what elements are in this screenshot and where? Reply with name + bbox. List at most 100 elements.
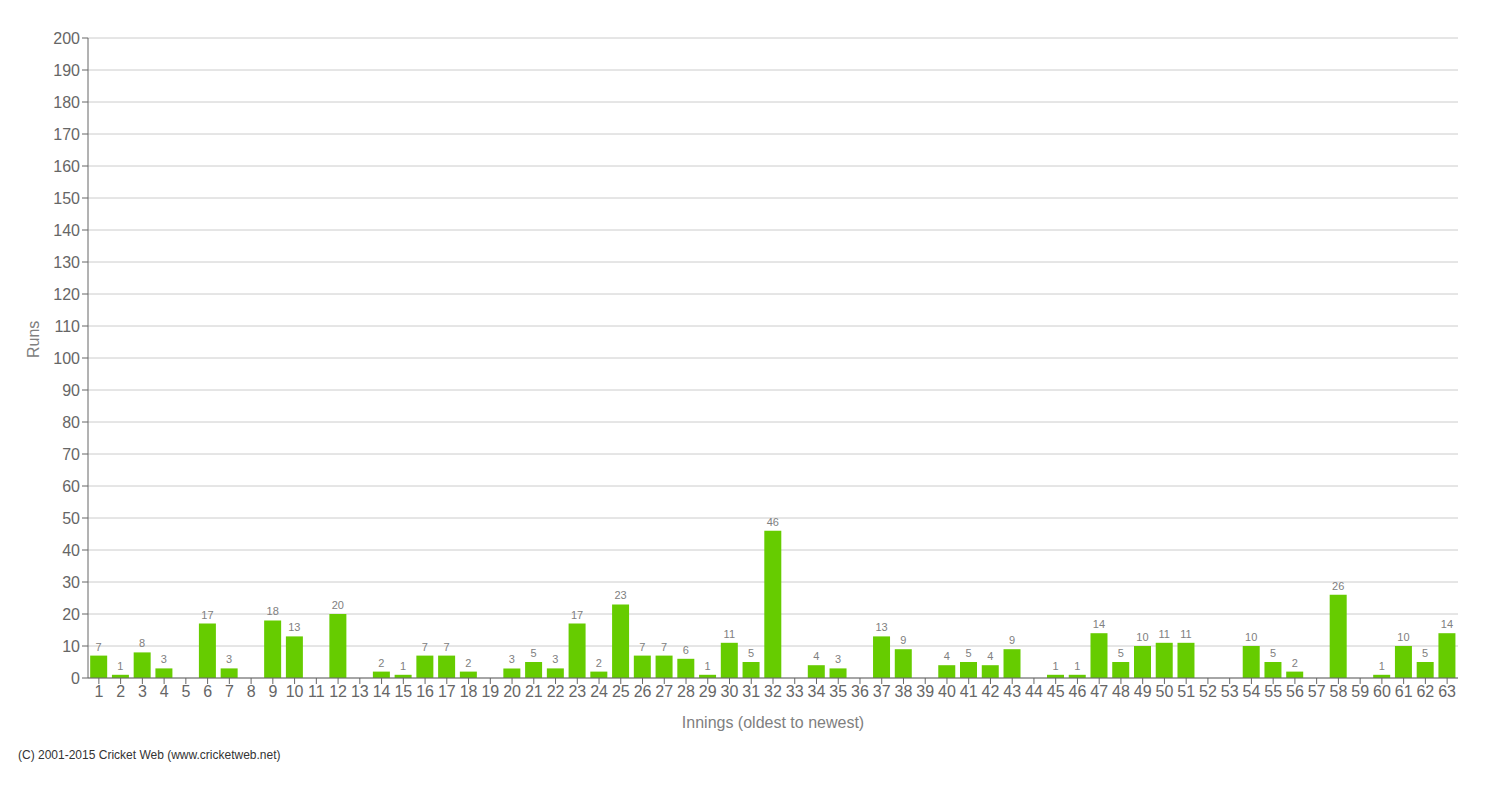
svg-text:13: 13 — [351, 683, 369, 700]
svg-text:16: 16 — [416, 683, 434, 700]
svg-text:17: 17 — [438, 683, 456, 700]
svg-text:47: 47 — [1090, 683, 1108, 700]
svg-text:20: 20 — [332, 599, 344, 611]
svg-text:28: 28 — [677, 683, 695, 700]
svg-text:90: 90 — [62, 382, 80, 399]
svg-text:7: 7 — [422, 641, 428, 653]
svg-text:22: 22 — [547, 683, 565, 700]
svg-text:4: 4 — [944, 650, 950, 662]
svg-text:11: 11 — [1159, 628, 1170, 640]
svg-text:14: 14 — [1093, 618, 1105, 630]
svg-text:1: 1 — [705, 660, 711, 672]
svg-text:2: 2 — [465, 657, 471, 669]
svg-text:13: 13 — [875, 621, 887, 633]
svg-text:10: 10 — [1397, 631, 1409, 643]
svg-text:10: 10 — [1245, 631, 1257, 643]
svg-text:Innings (oldest to newest): Innings (oldest to newest) — [682, 714, 864, 731]
svg-text:7: 7 — [96, 641, 102, 653]
svg-text:17: 17 — [571, 609, 583, 621]
svg-text:43: 43 — [1003, 683, 1021, 700]
svg-text:15: 15 — [394, 683, 412, 700]
svg-text:10: 10 — [62, 638, 80, 655]
svg-text:170: 170 — [53, 126, 80, 143]
svg-text:9: 9 — [268, 683, 277, 700]
svg-text:54: 54 — [1243, 683, 1261, 700]
svg-text:180: 180 — [53, 94, 80, 111]
svg-text:37: 37 — [873, 683, 891, 700]
svg-text:110: 110 — [54, 318, 80, 335]
svg-text:5: 5 — [1422, 647, 1428, 659]
svg-text:26: 26 — [634, 683, 652, 700]
svg-text:9: 9 — [900, 634, 906, 646]
svg-text:1: 1 — [1052, 660, 1058, 672]
svg-text:2: 2 — [116, 683, 125, 700]
svg-text:17: 17 — [201, 609, 213, 621]
svg-text:8: 8 — [247, 683, 256, 700]
svg-text:18: 18 — [267, 605, 279, 617]
svg-text:100: 100 — [53, 350, 80, 367]
svg-text:5: 5 — [1118, 647, 1124, 659]
svg-text:4: 4 — [987, 650, 993, 662]
svg-text:53: 53 — [1221, 683, 1239, 700]
svg-text:49: 49 — [1134, 683, 1152, 700]
svg-text:190: 190 — [53, 62, 80, 79]
svg-text:120: 120 — [53, 286, 80, 303]
svg-text:38: 38 — [895, 683, 913, 700]
svg-text:44: 44 — [1025, 683, 1043, 700]
svg-text:0: 0 — [71, 670, 80, 687]
svg-text:19: 19 — [481, 683, 499, 700]
svg-text:30: 30 — [721, 683, 739, 700]
svg-text:7: 7 — [661, 641, 667, 653]
svg-text:61: 61 — [1395, 683, 1413, 700]
svg-text:20: 20 — [503, 683, 521, 700]
svg-text:56: 56 — [1286, 683, 1304, 700]
svg-text:31: 31 — [742, 683, 760, 700]
svg-text:51: 51 — [1177, 683, 1195, 700]
svg-text:1: 1 — [400, 660, 406, 672]
svg-text:13: 13 — [288, 621, 300, 633]
svg-text:4: 4 — [160, 683, 169, 700]
svg-text:12: 12 — [329, 683, 347, 700]
svg-text:7: 7 — [639, 641, 645, 653]
svg-text:5: 5 — [531, 647, 537, 659]
svg-text:60: 60 — [62, 478, 80, 495]
svg-text:5: 5 — [965, 647, 971, 659]
svg-text:20: 20 — [62, 606, 80, 623]
svg-text:160: 160 — [53, 158, 80, 175]
svg-text:200: 200 — [53, 30, 80, 47]
svg-text:50: 50 — [62, 510, 80, 527]
svg-text:33: 33 — [786, 683, 804, 700]
svg-text:Runs: Runs — [25, 321, 42, 358]
svg-text:46: 46 — [767, 516, 779, 528]
svg-text:3: 3 — [161, 653, 167, 665]
svg-text:10: 10 — [1136, 631, 1148, 643]
svg-text:59: 59 — [1351, 683, 1369, 700]
svg-text:24: 24 — [590, 683, 608, 700]
svg-text:45: 45 — [1047, 683, 1065, 700]
svg-text:23: 23 — [614, 589, 626, 601]
svg-text:57: 57 — [1308, 683, 1326, 700]
svg-text:5: 5 — [181, 683, 190, 700]
svg-text:3: 3 — [552, 653, 558, 665]
svg-text:35: 35 — [829, 683, 847, 700]
svg-text:52: 52 — [1199, 683, 1217, 700]
svg-text:150: 150 — [53, 190, 80, 207]
svg-text:21: 21 — [525, 683, 543, 700]
svg-text:60: 60 — [1373, 683, 1391, 700]
svg-text:42: 42 — [982, 683, 1000, 700]
svg-text:8: 8 — [139, 637, 145, 649]
svg-text:18: 18 — [460, 683, 478, 700]
svg-text:40: 40 — [62, 542, 80, 559]
svg-text:11: 11 — [1180, 628, 1191, 640]
svg-text:48: 48 — [1112, 683, 1130, 700]
svg-text:70: 70 — [62, 446, 80, 463]
svg-text:3: 3 — [226, 653, 232, 665]
svg-text:39: 39 — [916, 683, 934, 700]
svg-text:34: 34 — [808, 683, 826, 700]
svg-text:5: 5 — [1270, 647, 1276, 659]
svg-text:46: 46 — [1069, 683, 1087, 700]
svg-text:2: 2 — [596, 657, 602, 669]
svg-text:2: 2 — [1292, 657, 1298, 669]
svg-text:55: 55 — [1264, 683, 1282, 700]
svg-text:6: 6 — [683, 644, 689, 656]
